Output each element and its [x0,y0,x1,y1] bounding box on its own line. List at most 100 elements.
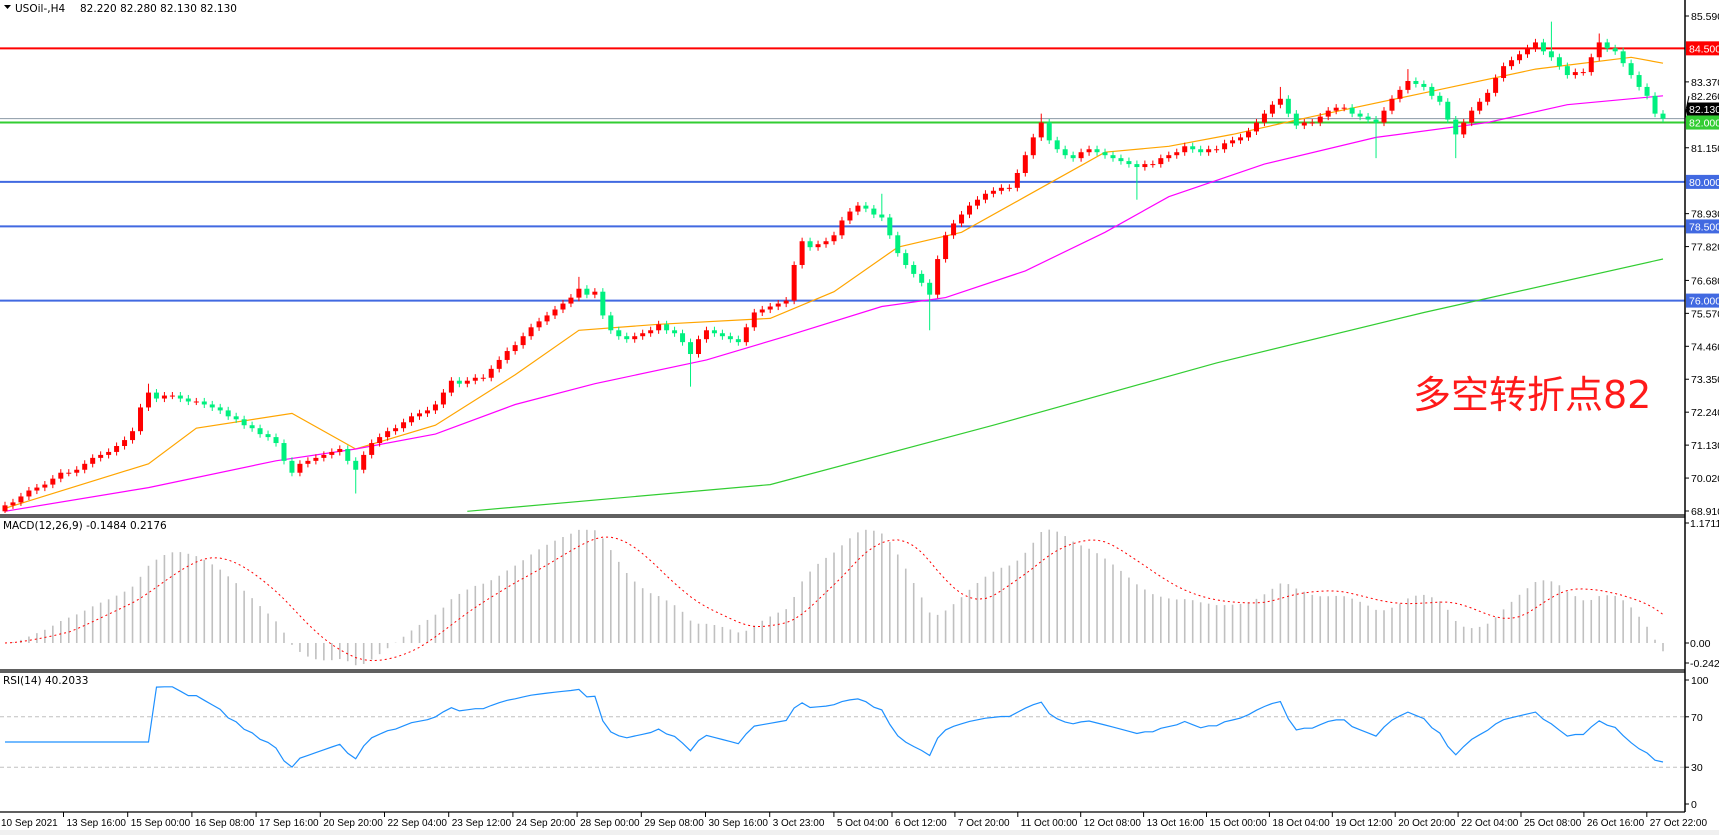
macd-tick-label: -0.2424 [1690,658,1719,670]
candle [935,255,941,299]
candle [448,377,454,397]
candle [703,326,709,343]
date-tick-label: 15 Oct 00:00 [1210,818,1268,829]
price-tick-label: 76.680 [1691,275,1719,287]
candle [799,237,805,269]
candle [871,205,877,219]
candle [1461,118,1467,138]
candle [98,451,104,462]
candle [552,305,558,319]
candle [1413,77,1419,88]
macd-signal-line [4,536,1664,662]
candle [1070,151,1076,162]
bottom-strip [0,830,1719,835]
price-pane[interactable] [0,21,1685,515]
candle [982,190,988,204]
date-tick-label: 29 Sep 08:00 [644,818,704,829]
candle [584,285,590,299]
candle [249,421,255,432]
candle [10,498,16,509]
candle [672,326,678,337]
candle [823,237,829,248]
candle [727,332,733,343]
price-tick-label: 81.150 [1691,143,1719,155]
macd-pane[interactable] [4,529,1664,666]
candle [855,202,861,216]
candle [688,338,694,387]
price-tick-label: 83.370 [1691,77,1719,89]
candle [353,457,359,494]
level-price-label: 80.000 [1689,177,1719,189]
candle [464,377,470,388]
price-tick-label: 74.460 [1691,341,1719,353]
candle [767,302,773,314]
date-tick-label: 3 Oct 23:00 [773,818,825,829]
candle [616,326,622,340]
candle [1333,104,1339,115]
date-tick-label: 6 Oct 12:00 [895,818,947,829]
candle [305,457,311,468]
candle [273,433,279,447]
candle [520,332,526,349]
candle [807,237,813,251]
collapse-triangle-icon[interactable] [4,5,11,9]
candle [1596,33,1602,61]
candle [1246,127,1251,141]
candle [959,210,965,227]
candle [480,374,486,382]
candle [496,356,502,373]
date-tick-label: 28 Sep 00:00 [580,818,640,829]
level-price-label-bg [1686,293,1719,308]
rsi-pane[interactable] [0,686,1685,768]
candle [1620,47,1626,67]
candle [998,184,1004,195]
level-price-label: 76.000 [1689,296,1719,308]
date-tick-label: 7 Oct 20:00 [958,818,1010,829]
candle [440,389,446,409]
candle [1540,38,1546,55]
candle [34,483,40,495]
candle [42,481,48,492]
candle [1317,113,1323,127]
price-tick-label: 71.130 [1691,440,1719,452]
candle [990,187,996,198]
candle [1062,145,1068,159]
candle [432,400,438,414]
level-price-label: 82.000 [1689,118,1719,130]
candle [1524,44,1530,58]
candle [393,424,399,435]
candle [1636,71,1642,91]
candle [456,377,462,388]
level-price-label-bg [1686,174,1719,189]
candle [1628,59,1634,79]
candle [903,249,909,269]
candle [1261,110,1267,127]
candle [1118,154,1124,165]
date-tick-label: 5 Oct 04:00 [837,818,889,829]
candle [424,406,430,417]
candle [1054,136,1060,153]
candle [345,445,351,465]
date-tick-label: 23 Sep 12:00 [452,818,512,829]
symbol-title: USOil-,H4 [15,3,65,15]
candle [417,409,422,420]
candle [1030,133,1036,159]
candle [919,270,925,287]
candle [847,208,853,225]
candle [1126,157,1132,168]
candle [58,469,64,483]
macd-tick-label: 1.1711 [1690,518,1719,530]
candle [911,261,917,278]
candle [1357,110,1363,121]
candle [974,196,980,210]
candle [1238,133,1244,144]
candle [1190,142,1196,153]
candle [927,279,933,331]
candle [1644,83,1650,100]
candle [1501,62,1507,82]
candle [1572,68,1578,79]
candle [624,332,630,343]
candle [26,486,32,501]
level-price-label: 78.500 [1689,221,1719,233]
